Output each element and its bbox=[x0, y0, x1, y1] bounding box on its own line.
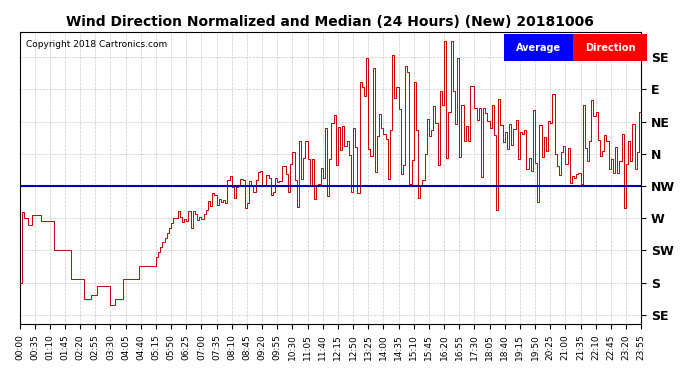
Text: Copyright 2018 Cartronics.com: Copyright 2018 Cartronics.com bbox=[26, 40, 167, 50]
FancyBboxPatch shape bbox=[573, 34, 647, 61]
Text: Average: Average bbox=[516, 43, 561, 52]
Text: Direction: Direction bbox=[585, 43, 635, 52]
FancyBboxPatch shape bbox=[504, 34, 573, 61]
Title: Wind Direction Normalized and Median (24 Hours) (New) 20181006: Wind Direction Normalized and Median (24… bbox=[66, 15, 594, 29]
